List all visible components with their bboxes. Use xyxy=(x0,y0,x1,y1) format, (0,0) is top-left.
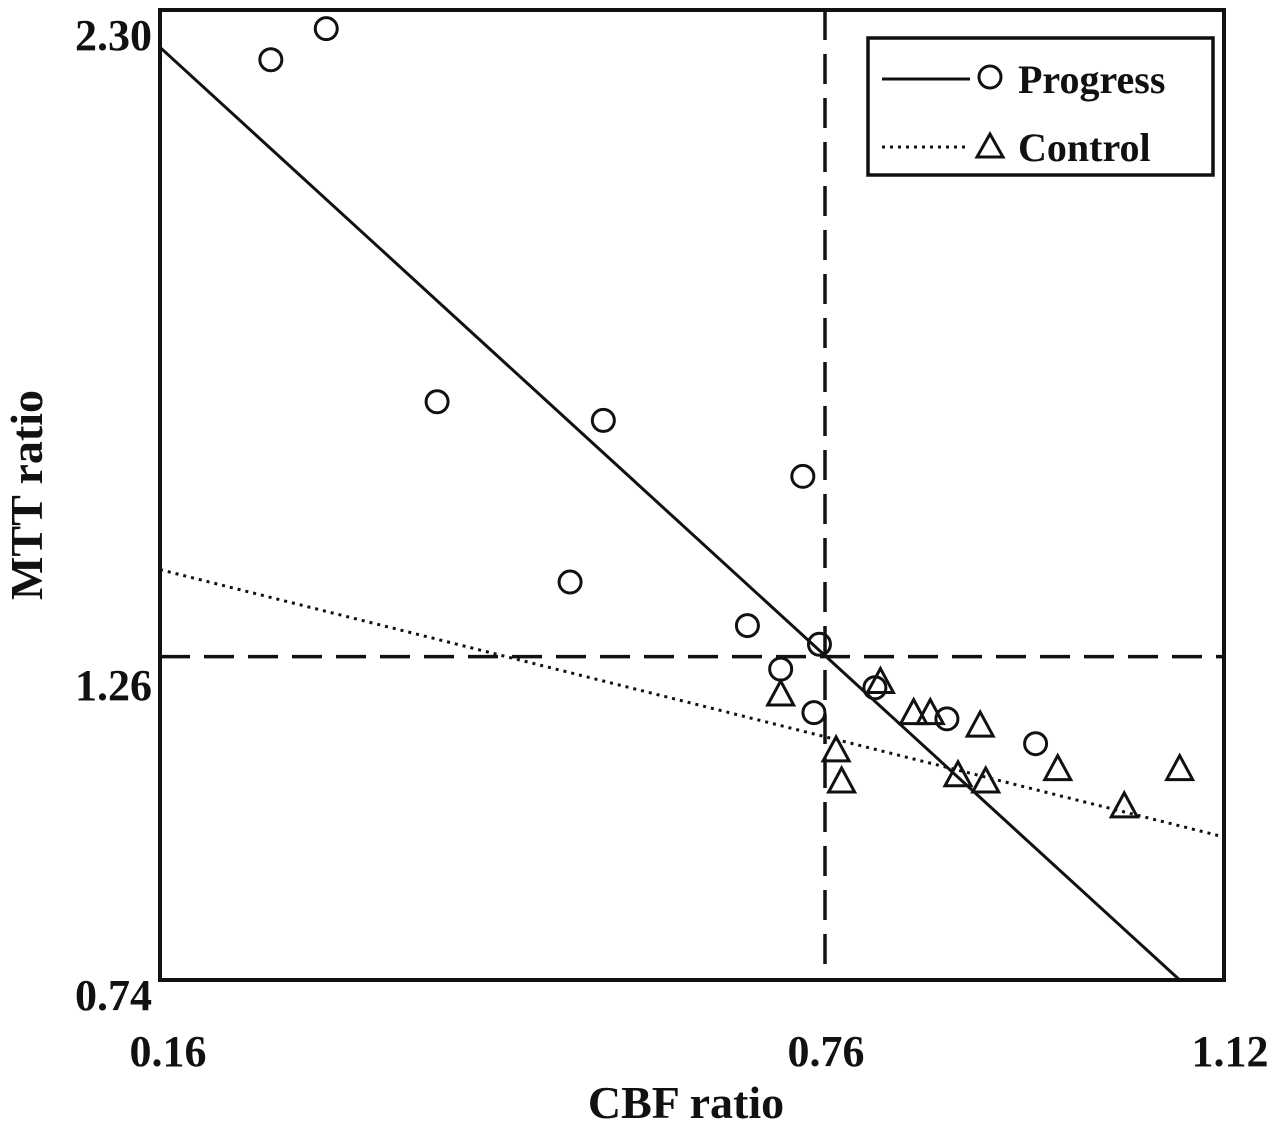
legend-box xyxy=(866,36,1215,177)
progress-point-5 xyxy=(734,613,760,639)
legend-control-label: Control xyxy=(1018,125,1151,170)
control-point-8 xyxy=(970,764,1002,794)
control-point-10 xyxy=(1108,789,1140,819)
control-point-11 xyxy=(1164,752,1196,782)
y-tick-top: 2.30 xyxy=(75,11,152,60)
control-point-4 xyxy=(898,696,930,726)
progress-point-3 xyxy=(557,569,583,595)
control-point-2 xyxy=(826,764,858,794)
control-fit-line xyxy=(159,568,1225,839)
legend-progress-label: Progress xyxy=(1018,57,1165,102)
control-point-1 xyxy=(820,733,852,763)
x-tick-right: 1.12 xyxy=(1192,1027,1269,1076)
progress-point-6 xyxy=(768,656,794,682)
data-markers xyxy=(258,16,1196,819)
x-tick-left: 0.16 xyxy=(130,1027,207,1076)
y-axis-label: MTT ratio xyxy=(1,390,52,600)
legend-control-marker xyxy=(974,130,1006,159)
progress-point-8 xyxy=(801,700,827,726)
progress-point-9 xyxy=(806,631,832,657)
progress-point-12 xyxy=(1023,731,1049,757)
x-tick-middle: 0.76 xyxy=(788,1027,865,1076)
control-point-5 xyxy=(914,696,946,726)
progress-point-1 xyxy=(313,16,339,42)
plot-frame xyxy=(158,8,1226,982)
y-tick-middle: 1.26 xyxy=(75,661,152,710)
progress-fit-line xyxy=(158,46,1181,982)
progress-point-11 xyxy=(934,706,960,732)
y-tick-bottom: 0.74 xyxy=(75,971,152,1020)
legend-progress-marker xyxy=(977,64,1003,90)
control-point-3 xyxy=(864,665,896,695)
legend: Progress Control xyxy=(866,36,1215,177)
progress-point-4 xyxy=(590,407,616,433)
control-point-0 xyxy=(765,677,797,707)
progress-point-0 xyxy=(258,47,284,73)
control-point-6 xyxy=(942,758,974,788)
control-point-7 xyxy=(964,708,996,738)
x-axis-label: CBF ratio xyxy=(588,1077,784,1128)
progress-point-7 xyxy=(790,463,816,489)
control-point-9 xyxy=(1042,752,1074,782)
progress-point-2 xyxy=(424,389,450,415)
